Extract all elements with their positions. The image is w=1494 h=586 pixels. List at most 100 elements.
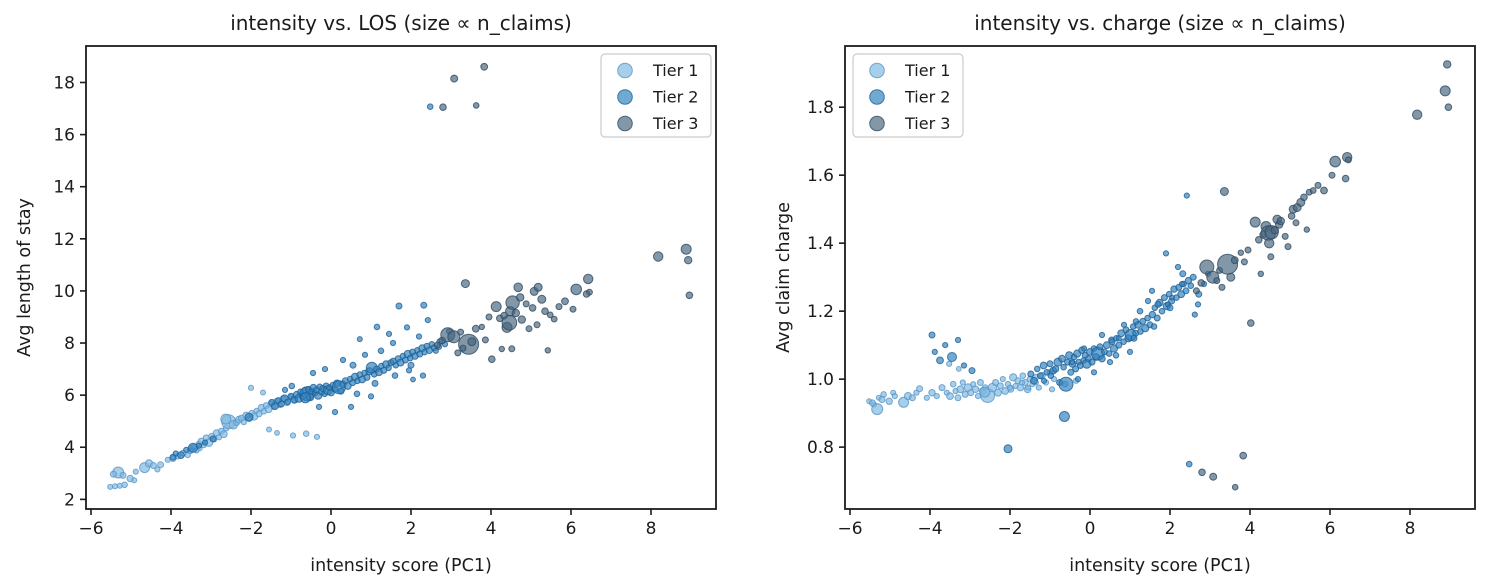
scatter-point [976, 379, 984, 386]
y-tick-label: 1.4 [807, 234, 834, 254]
scatter-point [1003, 444, 1013, 454]
plot-title-los: intensity vs. LOS (size ∝ n_claims) [230, 11, 572, 35]
scatter-point [478, 323, 485, 331]
scatter-point [891, 393, 898, 400]
scatter-point [1169, 294, 1175, 301]
scatter-point [868, 399, 876, 407]
scatter-point [1036, 372, 1044, 380]
y-tick-label: 12 [53, 230, 75, 250]
scatter-point [309, 369, 317, 377]
scatter-point [516, 293, 525, 302]
scatter-point [522, 300, 530, 308]
scatter-point [653, 251, 664, 262]
scatter-point [1213, 277, 1221, 285]
scatter-point [933, 393, 940, 400]
scatter-point [994, 388, 1002, 397]
scatter-point [533, 282, 543, 292]
scatter-point [1292, 219, 1300, 227]
scatter-point [472, 102, 480, 109]
y-tick-label: 6 [64, 386, 75, 406]
scatter-point [1244, 246, 1252, 254]
y-tick-label: 2 [64, 490, 75, 510]
scatter-point [339, 356, 347, 364]
scatter-point [109, 470, 117, 478]
scatter-point [420, 301, 428, 309]
scatter-point [1237, 249, 1244, 256]
scatter-point [550, 315, 558, 323]
x-tick-label: 4 [1245, 519, 1256, 539]
x-tick-label: 2 [406, 519, 417, 539]
scatter-point [999, 376, 1006, 383]
scatter-point [373, 323, 381, 331]
scatter-point [1130, 334, 1138, 342]
scatter-point [533, 321, 541, 329]
legend-label-tier3: Tier 3 [652, 114, 698, 133]
scatter-point [1182, 287, 1190, 295]
scatter-point [410, 376, 416, 383]
scatter-point [1199, 259, 1215, 275]
scatter-point [407, 361, 415, 369]
scatter-point [488, 355, 496, 364]
scatter-point [979, 386, 991, 398]
scatter-point [1035, 384, 1042, 391]
scatter-point [1264, 238, 1275, 249]
legend-marker-tier1 [869, 62, 885, 79]
scatter-point [582, 290, 591, 298]
scatter-point [313, 433, 321, 440]
plot-title-charge: intensity vs. charge (size ∝ n_claims) [974, 11, 1346, 35]
y-tick-label: 18 [53, 73, 75, 93]
scatter-point [284, 398, 292, 406]
scatter-point [685, 291, 694, 300]
scatter-point [1105, 350, 1113, 357]
y-tick-label: 1.0 [807, 370, 834, 390]
scatter-point [996, 382, 1004, 390]
scatter-point [209, 435, 217, 443]
scatter-point [1088, 358, 1096, 366]
scatter-point [971, 385, 980, 393]
scatter-point [349, 361, 357, 369]
scatter-point [908, 394, 916, 402]
scatter-point [928, 389, 936, 397]
scatter-point [1006, 384, 1014, 391]
scatter-point [385, 330, 393, 337]
scatter-point [938, 384, 946, 392]
scatter-point [511, 308, 520, 318]
scatter-point [1328, 171, 1336, 179]
scatter-point [1144, 314, 1151, 322]
scatter-point [1329, 155, 1342, 168]
scatter-point [281, 386, 289, 393]
scatter-point [177, 451, 185, 460]
x-tick-label: 0 [1085, 519, 1096, 539]
scatter-point [505, 295, 520, 310]
scatter-point [1183, 192, 1190, 199]
scatter-point [460, 279, 470, 289]
y-tick-label: 4 [64, 438, 75, 458]
scatter-point [1047, 372, 1055, 380]
y-tick-label: 8 [64, 334, 75, 354]
scatter-point [112, 483, 118, 490]
scatter-point [1284, 243, 1292, 251]
scatter-point [490, 301, 502, 313]
x-tick-label: −6 [837, 519, 862, 539]
scatter-point [1040, 377, 1048, 384]
scatter-point [361, 351, 369, 358]
scatter-point [501, 314, 518, 331]
y-tick-label: 10 [53, 282, 75, 302]
x-tick-label: −4 [158, 519, 183, 539]
scatter-point [377, 347, 385, 355]
scatter-point [1249, 216, 1261, 228]
scatter-point [1112, 352, 1120, 359]
scatter-point [684, 256, 693, 265]
y-tick-label: 1.6 [807, 166, 834, 186]
x-axis-label-charge: intensity score (PC1) [1069, 556, 1251, 576]
scatter-point [1160, 294, 1168, 302]
scatter-point [1162, 250, 1170, 257]
scatter-point [1132, 318, 1140, 325]
scatter-point [419, 372, 427, 379]
scatter-point [331, 409, 339, 416]
scatter-point [1218, 283, 1226, 291]
scatter-point [871, 403, 884, 416]
